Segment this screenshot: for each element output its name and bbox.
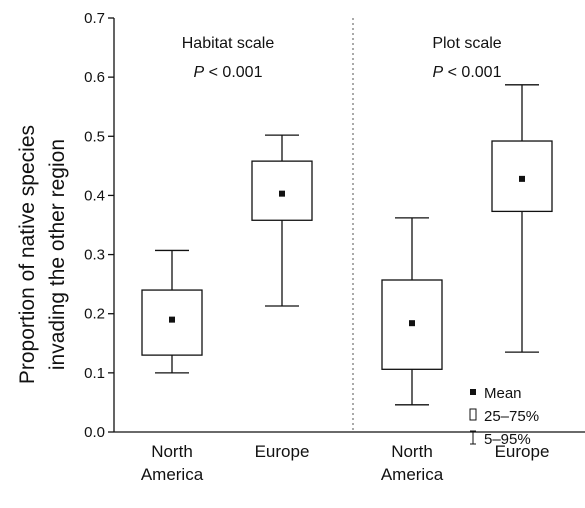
y-tick-label: 0.4 bbox=[84, 187, 105, 204]
y-axis-title: Proportion of native species invading the… bbox=[16, 125, 69, 384]
category-label: Europe bbox=[255, 442, 310, 461]
panel-title: Plot scale bbox=[432, 35, 501, 52]
mean-marker bbox=[169, 316, 175, 323]
legend-box-swatch bbox=[469, 408, 477, 421]
p-threshold: < 0.001 bbox=[443, 64, 501, 81]
mean-marker bbox=[279, 190, 285, 197]
p-threshold: < 0.001 bbox=[204, 64, 262, 81]
y-tick-label: 0.2 bbox=[84, 306, 105, 323]
mean-marker bbox=[519, 175, 525, 182]
legend-mean-swatch bbox=[470, 389, 476, 395]
y-axis-title-line: Proportion of native species bbox=[16, 125, 39, 384]
y-tick-label: 0.5 bbox=[84, 128, 105, 145]
p-value-label: P < 0.001 bbox=[433, 64, 502, 81]
category-label: Europe bbox=[495, 442, 550, 461]
p-symbol: P bbox=[194, 64, 205, 81]
y-tick-label: 0.6 bbox=[84, 69, 105, 86]
category-label: North bbox=[151, 442, 193, 461]
legend-box-label: 25–75% bbox=[484, 408, 539, 425]
category-label: America bbox=[141, 465, 204, 484]
legend-mean-label: Mean bbox=[484, 385, 522, 402]
panel-title: Habitat scale bbox=[182, 35, 275, 52]
category-label: North bbox=[391, 442, 433, 461]
p-value-label: P < 0.001 bbox=[194, 64, 263, 81]
y-axis-title-line: invading the other region bbox=[46, 139, 69, 370]
legend-whisker-label: 5–95% bbox=[484, 431, 531, 448]
y-tick-label: 0.3 bbox=[84, 247, 105, 264]
mean-marker bbox=[409, 320, 415, 327]
p-symbol: P bbox=[433, 64, 444, 81]
y-tick-label: 0.0 bbox=[84, 424, 105, 441]
y-tick-label: 0.1 bbox=[84, 365, 105, 382]
category-label: America bbox=[381, 465, 444, 484]
y-tick-label: 0.7 bbox=[84, 10, 105, 27]
